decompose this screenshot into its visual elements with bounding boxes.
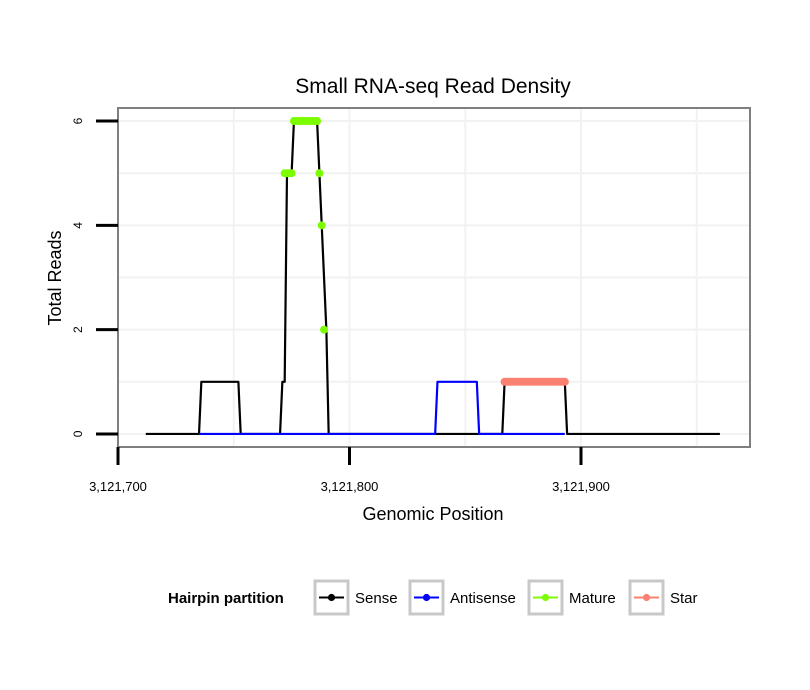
series-line-antisense — [199, 380, 565, 436]
y-tick-label: 4 — [71, 222, 85, 229]
chart-title: Small RNA-seq Read Density — [295, 75, 571, 98]
legend-key-point — [327, 593, 336, 602]
legend-key-point — [541, 593, 550, 602]
y-axis-label: Total Reads — [45, 230, 65, 325]
legend-title: Hairpin partition — [168, 590, 284, 607]
point-star — [560, 377, 569, 386]
y-tick-label: 0 — [71, 430, 85, 437]
point-mature — [315, 169, 324, 178]
legend-item-antisense: Antisense — [408, 579, 516, 616]
series-points — [280, 117, 569, 386]
point-mature — [320, 325, 329, 334]
x-tick-label: 3,121,800 — [321, 479, 379, 494]
x-tick-label: 3,121,900 — [552, 479, 610, 494]
legend-item-star: Star — [628, 579, 698, 616]
legend: Hairpin partition Sense Antisense Mature St… — [168, 579, 698, 616]
legend-label: Mature — [569, 590, 616, 607]
y-tick-label: 6 — [71, 117, 85, 124]
legend-label: Star — [670, 590, 698, 607]
legend-label: Sense — [355, 590, 398, 607]
x-tick-label: 3,121,700 — [89, 479, 147, 494]
legend-key-point — [422, 593, 431, 602]
x-axis-label: Genomic Position — [362, 504, 503, 524]
legend-key-point — [642, 593, 651, 602]
x-axis: 3,121,700 3,121,800 3,121,900 — [89, 447, 610, 494]
y-axis: 0 2 4 6 — [71, 117, 118, 437]
point-mature — [317, 221, 326, 230]
legend-item-sense: Sense — [313, 579, 398, 616]
panel-border — [117, 107, 751, 448]
point-mature — [313, 117, 322, 126]
legend-item-mature: Mature — [527, 579, 616, 616]
point-mature — [287, 169, 296, 178]
legend-label: Antisense — [450, 590, 516, 607]
y-tick-label: 2 — [71, 326, 85, 333]
